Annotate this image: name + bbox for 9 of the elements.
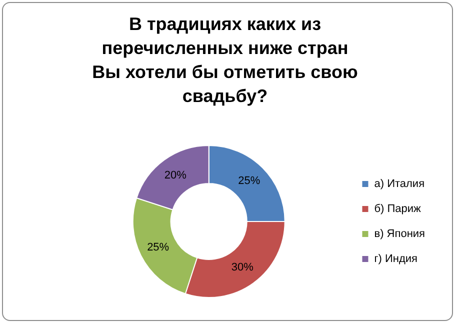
- data-label: 30%: [231, 262, 254, 274]
- data-label: 25%: [147, 241, 170, 254]
- legend-label: в) Япония: [374, 228, 426, 240]
- legend-label: б) Париж: [374, 203, 422, 216]
- legend-label: а) Италия: [374, 178, 425, 190]
- legend-label: г) Индия: [374, 253, 418, 266]
- chart-title: В традициях каких из перечисленных ниже стран Вы хотели бы отметить свою свадьбу?: [91, 13, 359, 108]
- data-label: 20%: [164, 169, 187, 182]
- data-label: 25%: [238, 175, 260, 188]
